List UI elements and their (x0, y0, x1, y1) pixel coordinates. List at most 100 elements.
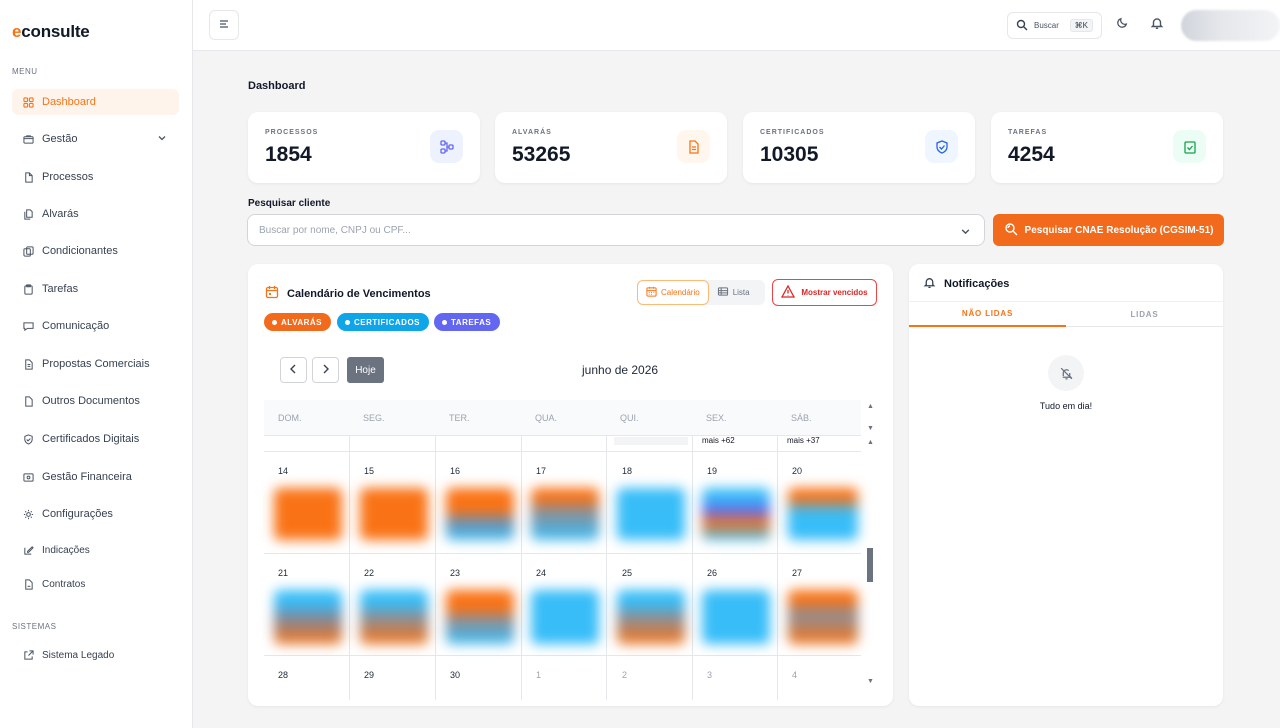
grid-line (264, 655, 861, 656)
day-number[interactable]: 14 (278, 466, 289, 476)
tab-unread[interactable]: NÃO LIDAS (909, 302, 1066, 327)
sidebar-item-sistema-legado[interactable]: Sistema Legado (12, 642, 179, 668)
prev-month-button[interactable] (280, 357, 307, 383)
more-events-link[interactable]: mais +37 (787, 436, 820, 445)
sidebar-item-alvaras[interactable]: Alvarás (12, 201, 179, 227)
notifications-button[interactable] (1144, 12, 1170, 38)
workflow-icon (430, 130, 463, 163)
topbar: Buscar ⌘K (193, 0, 1280, 51)
scroll-up-icon[interactable]: ▲ (867, 403, 874, 410)
stat-card-tarefas[interactable]: TAREFAS 4254 (991, 112, 1223, 183)
divider (909, 301, 1223, 302)
weekday-header: SEX. (692, 400, 777, 436)
sidebar-item-label: Tarefas (42, 283, 79, 295)
next-month-button[interactable] (312, 357, 339, 383)
show-expired-button[interactable]: Mostrar vencidos (772, 279, 877, 306)
scroll-down-icon[interactable]: ▼ (867, 425, 874, 432)
global-search-button[interactable]: Buscar ⌘K (1007, 12, 1102, 39)
day-number[interactable]: 17 (536, 466, 547, 476)
menu-heading: MENU (12, 67, 38, 76)
grid-line (692, 436, 693, 700)
copy-icon (22, 245, 34, 257)
empty-state-text: Tudo em dia! (1039, 401, 1093, 411)
search-shortcut: ⌘K (1069, 19, 1093, 32)
day-number[interactable]: 29 (364, 670, 375, 680)
client-search-placeholder: Buscar por nome, CNPJ ou CPF... (259, 224, 411, 236)
blurred-event (788, 590, 858, 644)
sidebar-item-gestao-financeira[interactable]: Gestão Financeira (12, 464, 179, 490)
day-number[interactable]: 21 (278, 568, 289, 578)
chevron-right-icon (321, 361, 330, 379)
sidebar-item-configuracoes[interactable]: Configurações (12, 501, 179, 527)
legend-certificados[interactable]: CERTIFICADOS (337, 313, 429, 331)
today-button[interactable]: Hoje (347, 357, 384, 383)
grid-line (435, 436, 436, 700)
sidebar-item-processos[interactable]: Processos (12, 164, 179, 190)
sidebar-item-label: Contratos (42, 578, 86, 590)
grid-line (777, 436, 778, 700)
menu-toggle-button[interactable] (209, 10, 239, 40)
finance-icon (22, 471, 34, 483)
day-number[interactable]: 26 (707, 568, 718, 578)
sidebar-item-label: Gestão Financeira (42, 471, 132, 483)
blurred-event (531, 590, 599, 644)
legend-dot (345, 319, 350, 325)
view-calendar-button[interactable]: Calendário (637, 280, 709, 305)
sidebar-item-tarefas[interactable]: Tarefas (12, 276, 179, 302)
day-number[interactable]: 18 (622, 466, 633, 476)
day-number[interactable]: 27 (792, 568, 803, 578)
stat-card-processos[interactable]: PROCESSOS 1854 (248, 112, 480, 183)
more-events-link[interactable]: mais +62 (702, 436, 735, 445)
day-number[interactable]: 19 (707, 466, 718, 476)
stat-card-certificados[interactable]: CERTIFICADOS 10305 (743, 112, 975, 183)
sidebar-item-contratos[interactable]: Contratos (12, 571, 179, 597)
chevron-down-icon (157, 133, 167, 146)
day-number[interactable]: 1 (536, 670, 542, 680)
sidebar-item-certificados[interactable]: Certificados Digitais (12, 426, 179, 452)
sidebar-item-label: Condicionantes (42, 245, 118, 257)
day-number[interactable]: 15 (364, 466, 375, 476)
file-text-icon (22, 358, 34, 370)
day-number[interactable]: 28 (278, 670, 289, 680)
legend-alvaras[interactable]: ALVARÁS (264, 313, 331, 331)
shield-check-icon (22, 433, 34, 445)
client-search-input[interactable]: Buscar por nome, CNPJ ou CPF... (247, 214, 985, 246)
view-toggle: Calendário Lista (637, 280, 765, 305)
scroll-down-icon[interactable]: ▼ (867, 678, 874, 685)
cnae-search-button[interactable]: Pesquisar CNAE Resolução (CGSIM-51) (993, 214, 1224, 246)
day-number[interactable]: 24 (536, 568, 547, 578)
tab-read[interactable]: LIDAS (1066, 302, 1223, 327)
app-logo[interactable]: econsulte (12, 22, 90, 41)
day-number[interactable]: 2 (622, 670, 628, 680)
day-number[interactable]: 30 (450, 670, 461, 680)
sidebar-item-condicionantes[interactable]: Condicionantes (12, 238, 179, 264)
warning-icon (781, 284, 796, 300)
day-number[interactable]: 16 (450, 466, 461, 476)
scroll-up-icon[interactable]: ▲ (867, 439, 874, 446)
day-number[interactable]: 23 (450, 568, 461, 578)
client-search-label: Pesquisar cliente (248, 198, 331, 209)
sidebar-item-outros-documentos[interactable]: Outros Documentos (12, 388, 179, 414)
sidebar-item-gestao[interactable]: Gestão (12, 126, 179, 152)
day-number[interactable]: 4 (792, 670, 798, 680)
sidebar-item-comunicacao[interactable]: Comunicação (12, 313, 179, 339)
sidebar-item-propostas[interactable]: Propostas Comerciais (12, 351, 179, 377)
calendar-icon (646, 286, 657, 299)
day-number[interactable]: 22 (364, 568, 375, 578)
legend-tarefas[interactable]: TAREFAS (434, 313, 501, 331)
day-number[interactable]: 3 (707, 670, 713, 680)
blurred-event (617, 488, 685, 540)
user-avatar[interactable] (1181, 10, 1280, 41)
view-list-button[interactable]: Lista (709, 280, 758, 305)
sidebar-item-dashboard[interactable]: Dashboard (12, 89, 179, 115)
day-number[interactable]: 20 (792, 466, 803, 476)
calendar-scrollbar[interactable] (867, 548, 873, 582)
legend-label: ALVARÁS (281, 317, 322, 327)
weekday-header: TER. (435, 400, 521, 436)
shield-check-icon (925, 130, 958, 163)
search-refresh-icon (1004, 222, 1018, 239)
day-number[interactable]: 25 (622, 568, 633, 578)
stat-card-alvaras[interactable]: ALVARÁS 53265 (495, 112, 727, 183)
sidebar-item-indicacoes[interactable]: Indicações (12, 537, 179, 563)
theme-toggle-button[interactable] (1109, 12, 1135, 38)
